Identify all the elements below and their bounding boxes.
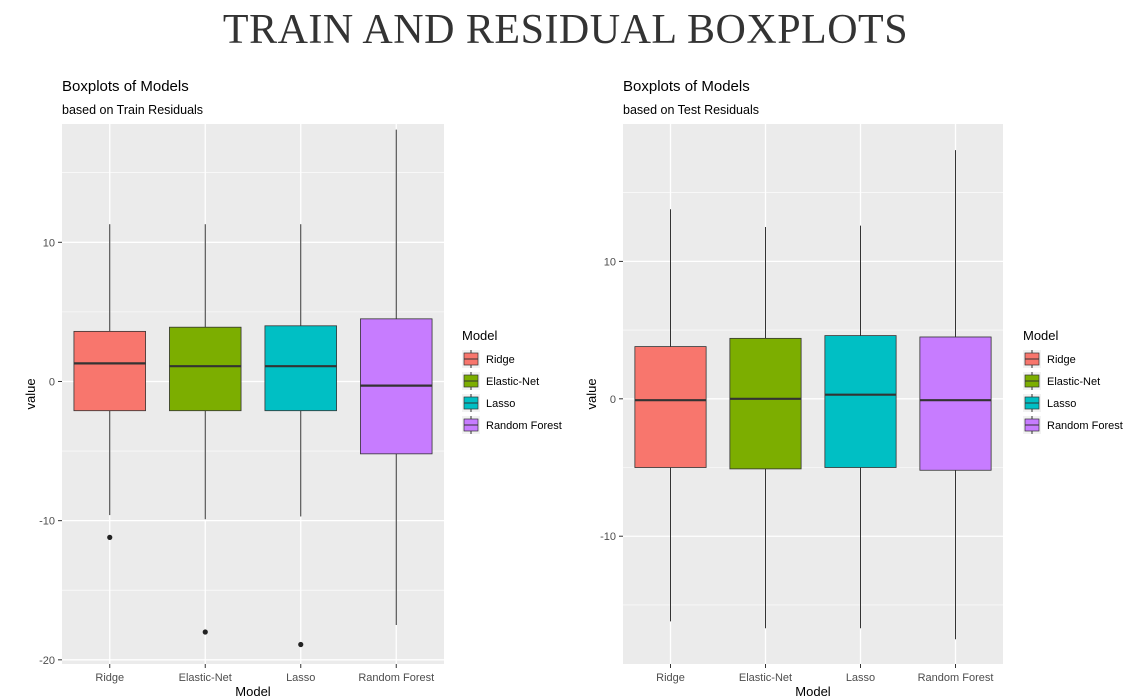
box-random-forest [919, 336, 992, 471]
x-tick-label: Lasso [286, 672, 315, 684]
legend-label: Ridge [486, 354, 515, 366]
box-lasso [824, 335, 897, 468]
x-axis-title: Model [795, 684, 831, 699]
outlier-point [202, 629, 208, 635]
y-tick-label: 10 [43, 237, 55, 249]
test-boxplot-panel: Boxplots of Models based on Test Residual… [561, 70, 1126, 700]
chart-title: Boxplots of Models [62, 78, 189, 95]
legend-title: Model [1023, 328, 1059, 343]
train-boxplot-chart: Boxplots of Models based on Train Residua… [23, 78, 562, 699]
x-axis-title: Model [235, 684, 271, 699]
legend-label: Ridge [1047, 354, 1076, 366]
x-tick-label: Ridge [656, 672, 685, 684]
y-tick-label: 10 [604, 256, 616, 268]
y-tick-label: -10 [39, 516, 55, 528]
test-boxplot-chart: Boxplots of Models based on Test Residual… [584, 78, 1123, 699]
box-elastic-net [169, 326, 242, 412]
box-elastic-net [729, 337, 802, 470]
x-tick-label: Random Forest [358, 672, 434, 684]
chart-subtitle: based on Test Residuals [623, 103, 759, 117]
chart-title: Boxplots of Models [623, 78, 750, 95]
x-tick-label: Elastic-Net [739, 672, 792, 684]
y-tick-label: -20 [39, 655, 55, 667]
box-ridge [73, 330, 146, 412]
box-lasso [264, 325, 337, 412]
y-axis-title: value [584, 378, 599, 409]
train-boxplot-panel: Boxplots of Models based on Train Residua… [0, 70, 565, 700]
legend-label: Lasso [486, 398, 515, 410]
x-tick-label: Ridge [95, 672, 124, 684]
outlier-point [298, 641, 304, 648]
y-tick-label: 0 [610, 394, 616, 406]
legend-title: Model [462, 328, 498, 343]
page-title: TRAIN AND RESIDUAL BOXPLOTS [222, 7, 909, 53]
legend-label: Random Forest [1047, 420, 1123, 432]
y-tick-label: 0 [49, 376, 55, 388]
y-tick-label: -10 [600, 531, 616, 543]
legend-label: Lasso [1047, 398, 1076, 410]
x-tick-label: Lasso [846, 672, 875, 684]
x-tick-label: Elastic-Net [179, 672, 232, 684]
chart-subtitle: based on Train Residuals [62, 103, 203, 117]
y-axis-title: value [23, 378, 38, 409]
x-tick-label: Random Forest [918, 672, 994, 684]
legend-label: Random Forest [486, 420, 562, 432]
legend-label: Elastic-Net [486, 376, 539, 388]
box-ridge [634, 346, 707, 468]
legend-label: Elastic-Net [1047, 376, 1100, 388]
outlier-point [107, 534, 113, 540]
